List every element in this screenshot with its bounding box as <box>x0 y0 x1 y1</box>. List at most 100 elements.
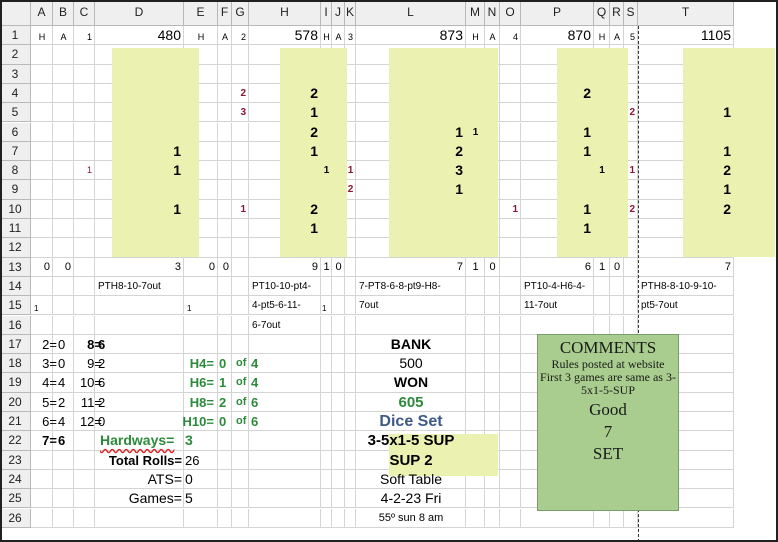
cell-k8[interactable] <box>345 161 356 181</box>
cell-b10[interactable] <box>53 199 74 219</box>
cell-h25[interactable] <box>249 489 321 509</box>
cell-j14[interactable] <box>332 276 345 297</box>
cell-o13[interactable] <box>500 257 521 277</box>
cell-f20[interactable] <box>218 392 232 412</box>
cell-d23[interactable] <box>95 450 184 470</box>
cell-f11[interactable] <box>218 219 232 239</box>
cell-l26[interactable] <box>356 508 466 528</box>
cell-g23[interactable] <box>232 450 249 470</box>
cell-b8[interactable] <box>53 161 74 181</box>
cell-k12[interactable] <box>345 238 356 258</box>
cell-l25[interactable] <box>356 489 466 509</box>
cell-a4[interactable] <box>31 83 53 104</box>
cell-t21[interactable] <box>638 412 734 432</box>
cell-m26[interactable] <box>466 508 485 528</box>
cell-s6[interactable] <box>624 122 638 142</box>
cell-t24[interactable] <box>638 469 734 490</box>
cell-c4[interactable] <box>74 83 95 104</box>
cell-a15[interactable] <box>31 296 53 316</box>
cell-n16[interactable] <box>485 315 500 335</box>
cell-b9[interactable] <box>53 180 74 200</box>
cell-l15[interactable] <box>356 296 466 316</box>
cell-q14[interactable] <box>594 276 610 297</box>
cell-h19[interactable] <box>249 373 321 393</box>
cell-e25[interactable] <box>184 489 218 509</box>
select-all-corner[interactable] <box>0 0 31 26</box>
cell-e20[interactable] <box>184 392 218 412</box>
cell-j20[interactable] <box>332 392 345 412</box>
cell-h17[interactable] <box>249 334 321 355</box>
cell-b19[interactable] <box>53 373 74 393</box>
cell-a16[interactable] <box>31 315 53 335</box>
cell-k2[interactable] <box>345 45 356 65</box>
column-header-c[interactable]: C <box>74 0 95 26</box>
cell-p1[interactable] <box>521 26 594 46</box>
row-header-5[interactable]: 5 <box>0 103 31 123</box>
cell-g17[interactable] <box>232 334 249 355</box>
cell-k9[interactable] <box>345 180 356 200</box>
cell-f18[interactable] <box>218 354 232 374</box>
column-header-p[interactable]: P <box>521 0 594 26</box>
cell-l14[interactable] <box>356 276 466 297</box>
cell-j1[interactable] <box>332 26 345 46</box>
cell-s10[interactable] <box>624 199 638 219</box>
cell-k13[interactable] <box>345 257 356 277</box>
cell-c3[interactable] <box>74 64 95 84</box>
column-header-s[interactable]: S <box>624 0 638 26</box>
cell-j21[interactable] <box>332 412 345 432</box>
column-header-r[interactable]: R <box>610 0 624 26</box>
cell-b14[interactable] <box>53 276 74 297</box>
cell-r15[interactable] <box>610 296 624 316</box>
cell-t23[interactable] <box>638 450 734 470</box>
cell-g16[interactable] <box>232 315 249 335</box>
cell-o23[interactable] <box>500 450 521 470</box>
cell-k25[interactable] <box>345 489 356 509</box>
row-header-18[interactable]: 18 <box>0 354 31 374</box>
cell-o19[interactable] <box>500 373 521 393</box>
cell-e12[interactable] <box>184 238 218 258</box>
cell-t20[interactable] <box>638 392 734 412</box>
cell-g5[interactable] <box>232 103 249 123</box>
cell-h26[interactable] <box>249 508 321 528</box>
cell-k22[interactable] <box>345 431 356 451</box>
cell-o21[interactable] <box>500 412 521 432</box>
cell-o1[interactable] <box>500 26 521 46</box>
row-header-25[interactable]: 25 <box>0 489 31 509</box>
cell-g15[interactable] <box>232 296 249 316</box>
cell-f24[interactable] <box>218 469 232 490</box>
cell-d14[interactable] <box>95 276 184 297</box>
cell-e16[interactable] <box>184 315 218 335</box>
cell-g9[interactable] <box>232 180 249 200</box>
cell-a24[interactable] <box>31 469 53 490</box>
row-header-24[interactable]: 24 <box>0 469 31 490</box>
cell-f1[interactable] <box>218 26 232 46</box>
cell-i21[interactable] <box>321 412 332 432</box>
cell-e19[interactable] <box>184 373 218 393</box>
cell-s11[interactable] <box>624 219 638 239</box>
cell-c16[interactable] <box>74 315 95 335</box>
cell-j15[interactable] <box>332 296 345 316</box>
cell-i26[interactable] <box>321 508 332 528</box>
cell-h20[interactable] <box>249 392 321 412</box>
cell-g22[interactable] <box>232 431 249 451</box>
cell-b24[interactable] <box>53 469 74 490</box>
cell-s16[interactable] <box>624 315 638 335</box>
cell-h15[interactable] <box>249 296 321 316</box>
cell-b16[interactable] <box>53 315 74 335</box>
cell-a20[interactable] <box>31 392 53 412</box>
cell-b25[interactable] <box>53 489 74 509</box>
cell-m24[interactable] <box>466 469 485 490</box>
cell-s3[interactable] <box>624 64 638 84</box>
cell-c21[interactable] <box>74 412 95 432</box>
cell-h1[interactable] <box>249 26 321 46</box>
cell-c14[interactable] <box>74 276 95 297</box>
row-header-2[interactable]: 2 <box>0 45 31 65</box>
cell-g19[interactable] <box>232 373 249 393</box>
cell-h22[interactable] <box>249 431 321 451</box>
cell-e15[interactable] <box>184 296 218 316</box>
cell-c25[interactable] <box>74 489 95 509</box>
cell-i15[interactable] <box>321 296 332 316</box>
cell-f15[interactable] <box>218 296 232 316</box>
cell-i14[interactable] <box>321 276 332 297</box>
cell-d22[interactable] <box>95 431 184 451</box>
